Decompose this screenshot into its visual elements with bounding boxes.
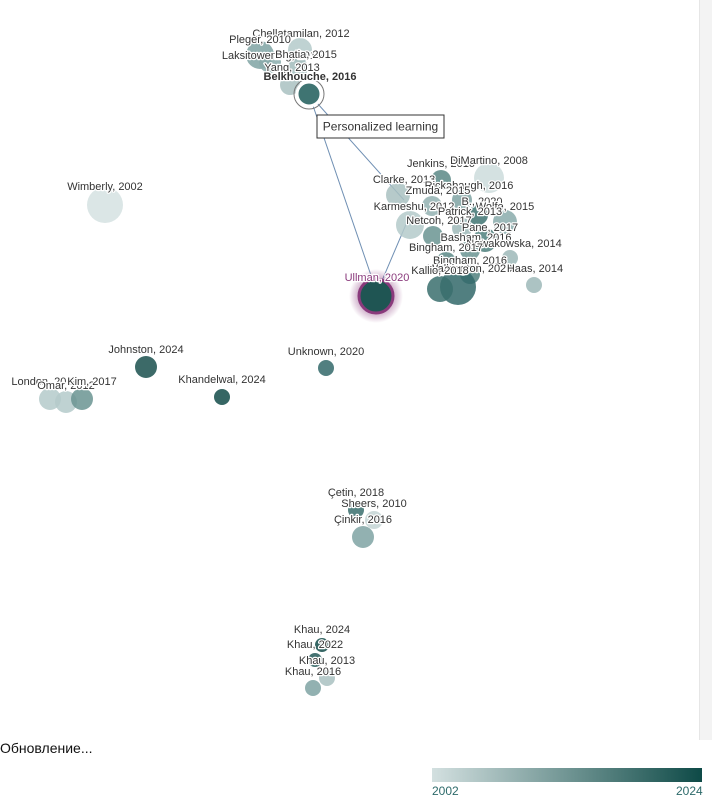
node[interactable] — [87, 187, 123, 223]
node-label: Omar, 2012 — [37, 380, 94, 392]
node-label: Chellatamilan, 2012 — [252, 28, 349, 40]
scale-min: 2002 — [432, 784, 459, 798]
node[interactable] — [135, 356, 157, 378]
node[interactable] — [357, 277, 395, 315]
node-label: Jenkins, 2016 — [407, 158, 475, 170]
node[interactable] — [436, 252, 456, 272]
node[interactable] — [386, 183, 410, 207]
node-label: Khau, 2024 — [294, 624, 350, 636]
node[interactable] — [319, 670, 335, 686]
node[interactable] — [427, 276, 453, 302]
node-label: Bingham, 2016 — [433, 255, 507, 267]
node-label: Patrick, 2013 — [438, 206, 502, 218]
selection-ring — [293, 78, 325, 110]
node-label: Yang, 2013 — [264, 62, 319, 74]
node-label: Khandelwal, 2024 — [178, 374, 265, 386]
node[interactable] — [468, 205, 488, 225]
node[interactable] — [422, 196, 442, 216]
node[interactable] — [308, 653, 322, 667]
node[interactable] — [493, 210, 517, 234]
node-label: Haas, 2014 — [507, 263, 563, 275]
node-label: Khau, 2016 — [285, 666, 341, 678]
node[interactable] — [71, 388, 93, 410]
node[interactable] — [365, 511, 383, 529]
node-label: Wimberly, 2002 — [67, 181, 143, 193]
node-label: Netcoh, 2017 — [406, 215, 471, 227]
node[interactable] — [259, 51, 281, 73]
node-label: Basham, 2016 — [441, 232, 512, 244]
node[interactable] — [295, 80, 323, 108]
node[interactable] — [348, 502, 364, 518]
node-label: Kim, 2017 — [67, 376, 117, 388]
status: Обновление... — [0, 740, 93, 756]
node[interactable] — [315, 638, 329, 652]
node[interactable] — [288, 38, 312, 62]
node-label: Unknown, 2020 — [288, 346, 364, 358]
node-label: Kallio, 2018 — [411, 265, 469, 277]
nodes — [39, 38, 542, 696]
node[interactable] — [474, 163, 504, 193]
node-label: Belkhouche, 2016 — [264, 71, 357, 83]
node-label: B., 2020 — [462, 196, 503, 208]
node[interactable] — [460, 240, 480, 260]
node-label: DiMartino, 2008 — [450, 155, 528, 167]
node-label: Ullman, 2020 — [345, 272, 410, 284]
node-label: Khau, 2022 — [287, 639, 343, 651]
node-label: Karmeshu, 2012 — [374, 201, 455, 213]
node-label: Walkington, 2020 — [428, 263, 513, 275]
node[interactable] — [502, 250, 518, 266]
node-label: Sheers, 2010 — [341, 498, 406, 510]
node-label: Wolfe, 2015 — [476, 201, 535, 213]
node-label: Bhatia, 2015 — [275, 49, 337, 61]
node-label: Nowakowska, 2014 — [466, 238, 561, 250]
node-label: Pleger, 2010 — [229, 34, 291, 46]
node[interactable] — [396, 211, 424, 239]
color-scale — [432, 768, 702, 782]
node-label: Çinkir, 2016 — [334, 514, 392, 526]
node-label: Pane, 2017 — [462, 222, 518, 234]
node-label: Bingham, 2017 — [409, 242, 483, 254]
node-label: Çetin, 2018 — [328, 487, 384, 499]
node[interactable] — [452, 190, 472, 210]
node[interactable] — [288, 58, 308, 78]
node-label: Laksitowening, 2016 — [222, 50, 322, 62]
node[interactable] — [318, 360, 334, 376]
node-label: Khau, 2013 — [299, 655, 355, 667]
edge — [308, 93, 405, 201]
node[interactable] — [214, 389, 230, 405]
node[interactable] — [452, 218, 472, 238]
edge — [308, 93, 377, 291]
node[interactable] — [423, 226, 443, 246]
scale-max: 2024 — [676, 784, 703, 798]
node-label: Zmuda, 2015 — [406, 185, 471, 197]
node[interactable] — [305, 680, 321, 696]
node-label: Johnston, 2024 — [108, 344, 183, 356]
node[interactable] — [431, 170, 451, 190]
scrollbar[interactable] — [699, 0, 712, 740]
node-label: Rickabaugh, 2016 — [425, 180, 514, 192]
node-label: Clarke, 2013 — [373, 174, 435, 186]
node[interactable] — [352, 526, 374, 548]
node-label: London, 2012 — [11, 376, 78, 388]
node[interactable] — [526, 277, 542, 293]
